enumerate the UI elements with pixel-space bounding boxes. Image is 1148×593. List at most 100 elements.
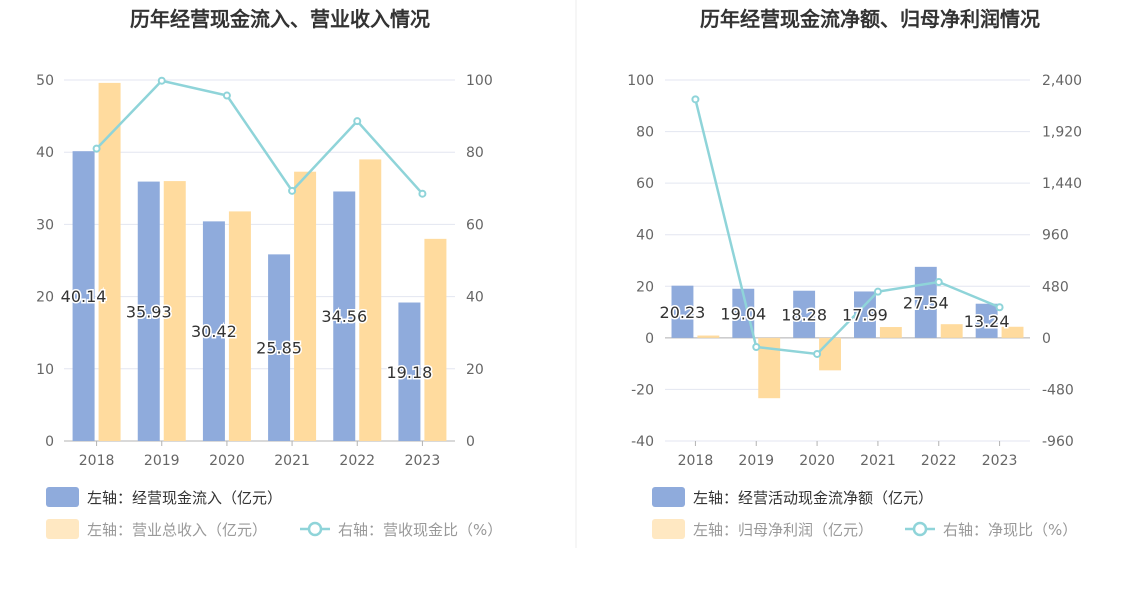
right-axis-tick-label: 40	[466, 290, 484, 306]
legend-label: 左轴：经营活动现金流净额（亿元）	[693, 489, 933, 507]
legend-swatch-bar	[652, 519, 685, 539]
bar-primary	[793, 290, 816, 338]
left-axis-tick-label: 40	[36, 145, 54, 161]
bar-data-label: 13.24	[964, 312, 1010, 331]
legend-label: 右轴：净现比（%）	[943, 521, 1077, 539]
x-axis-category-label: 2018	[678, 453, 714, 469]
left-axis-tick-label: 100	[627, 73, 654, 89]
left-axis-tick-label: 10	[36, 362, 54, 378]
legend-swatch-bar	[46, 519, 79, 539]
x-axis-category-label: 2018	[79, 453, 115, 469]
right-axis-tick-label: 0	[466, 434, 475, 450]
left-axis-tick-label: 50	[36, 73, 54, 89]
bar-secondary	[294, 171, 317, 441]
left-axis-tick-label: 60	[636, 176, 654, 192]
bar-primary	[854, 291, 876, 338]
x-axis-category-label: 2022	[921, 453, 957, 469]
x-axis-category-label: 2021	[274, 453, 310, 469]
left-axis-tick-label: -40	[631, 434, 654, 450]
legend-label: 右轴：营收现金比（%）	[338, 521, 502, 539]
bar-data-label: 35.93	[126, 302, 172, 321]
x-axis-category-label: 2023	[405, 453, 441, 469]
bar-data-label: 18.28	[781, 305, 827, 324]
bar-primary	[671, 285, 694, 338]
bar-primary	[732, 288, 755, 338]
right-axis-tick-label: 1,920	[1042, 125, 1082, 141]
right-axis-tick-label: 2,400	[1042, 73, 1082, 89]
line-series	[694, 99, 1001, 356]
line-point	[418, 189, 427, 198]
bar-data-label: 20.23	[660, 303, 706, 322]
line-point	[288, 186, 297, 195]
right-axis-tick-label: 0	[1042, 331, 1051, 347]
bar-data-label: 25.85	[256, 339, 302, 358]
bar-primary	[268, 254, 291, 441]
bar-primary	[137, 181, 160, 442]
right-axis-tick-label: 20	[466, 362, 484, 378]
bar-secondary	[1001, 326, 1024, 338]
bar-data-label: 40.14	[61, 287, 107, 306]
bar-secondary	[940, 324, 963, 338]
chart-title: 历年经营现金流净额、归母净利润情况	[700, 7, 1040, 31]
bar-secondary	[879, 327, 902, 338]
line-point	[691, 95, 700, 104]
left-axis-tick-label: 0	[645, 331, 654, 347]
bar-secondary	[228, 211, 251, 441]
bar-secondary	[819, 337, 841, 371]
bar-data-label: 27.54	[903, 293, 949, 312]
line-point	[813, 349, 822, 358]
chart-title: 历年经营现金流入、营业收入情况	[130, 7, 430, 31]
x-axis-category-label: 2023	[982, 453, 1018, 469]
right-axis-tick-label: 100	[466, 73, 493, 89]
line-point	[873, 287, 882, 296]
x-axis-category-label: 2020	[799, 453, 835, 469]
legend-swatch-marker	[912, 521, 928, 537]
x-axis-category-label: 2019	[144, 453, 180, 469]
left-axis-tick-label: 40	[636, 228, 654, 244]
left-axis-tick-label: 80	[636, 125, 654, 141]
legend-label: 左轴：营业总收入（亿元）	[87, 521, 267, 539]
legend-label: 左轴：经营现金流入（亿元）	[87, 489, 282, 507]
right-axis-tick-label: 80	[466, 145, 484, 161]
bar-data-label: 19.18	[387, 363, 433, 382]
bar-data-label: 17.99	[842, 306, 888, 325]
left-axis-tick-label: 20	[36, 290, 54, 306]
x-axis-category-label: 2021	[860, 453, 896, 469]
x-axis-category-label: 2019	[738, 453, 774, 469]
bar-data-label: 30.42	[191, 322, 237, 341]
legend-swatch-bar	[652, 487, 685, 507]
x-axis-category-label: 2022	[339, 453, 375, 469]
left-axis-tick-label: 0	[45, 434, 54, 450]
right-axis-tick-label: -960	[1042, 434, 1074, 450]
legend-swatch-bar	[46, 487, 79, 507]
line-point	[995, 303, 1004, 312]
legend-swatch-marker	[307, 521, 323, 537]
bar-primary	[72, 151, 95, 441]
line-point	[353, 117, 362, 126]
right-axis-tick-label: 1,440	[1042, 176, 1082, 192]
bar-primary	[398, 302, 421, 441]
bar-secondary	[697, 335, 720, 338]
line-point	[752, 342, 761, 351]
right-axis-tick-label: 60	[466, 217, 484, 233]
right-axis-tick-label: 480	[1042, 279, 1069, 295]
right-axis-tick-label: 960	[1042, 228, 1069, 244]
bar-primary	[975, 303, 998, 338]
line-point	[92, 144, 101, 153]
legend-label: 左轴：归母净利润（亿元）	[693, 521, 873, 539]
x-axis-category-label: 2020	[209, 453, 245, 469]
bar-data-label: 19.04	[720, 304, 766, 323]
line-point	[157, 76, 166, 85]
bar-secondary	[424, 238, 447, 441]
bar-secondary	[359, 159, 382, 442]
left-axis-tick-label: 20	[636, 279, 654, 295]
bar-secondary	[98, 82, 121, 441]
bar-primary	[333, 191, 356, 441]
bar-data-label: 34.56	[321, 307, 367, 326]
bar-primary	[202, 221, 225, 441]
line-point	[934, 277, 943, 286]
line-point	[222, 91, 231, 100]
left-axis-tick-label: -20	[631, 382, 654, 398]
